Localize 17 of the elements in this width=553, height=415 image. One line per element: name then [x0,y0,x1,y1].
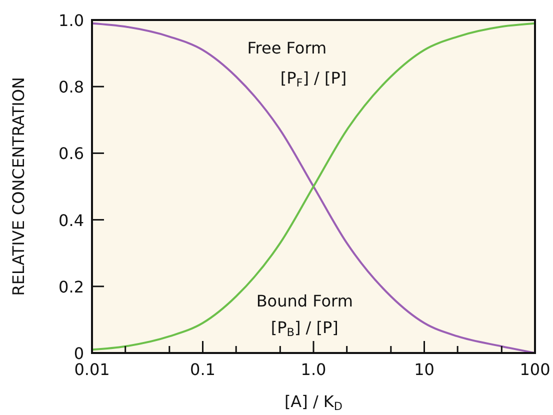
x-tick-label: 100 [520,360,550,379]
x-axis-title: [A] / K$_{D}$ [284,392,343,414]
y-tick-label: 0.8 [58,78,84,97]
x-tick-label: 10 [414,360,434,379]
series-label: Bound Form [256,291,353,310]
annotation: [P$_{B}$] / [P] [270,318,338,340]
y-axis-title: RELATIVE CONCENTRATION [9,77,28,296]
y-tick-label: 1.0 [58,11,84,30]
y-tick-label: 0.4 [58,210,84,230]
x-tick-label: 0.1 [190,360,216,379]
y-tick-label: 0 [74,344,84,363]
annotation: [P$_{F}$] / [P] [280,68,347,90]
x-tick-label: 1.0 [300,360,326,379]
series-label: Free Form [247,38,327,58]
y-tick-label: 0.2 [58,277,84,296]
x-tick-label: 0.01 [74,360,110,379]
y-tick-label: 0.6 [58,144,84,164]
